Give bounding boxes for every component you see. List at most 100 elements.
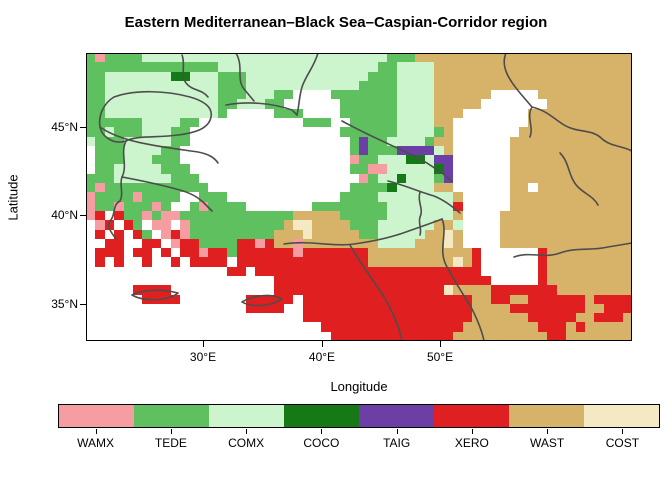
raster-cell (613, 62, 623, 72)
raster-cell (443, 285, 454, 295)
raster-cell (255, 220, 265, 230)
raster-cell (104, 275, 115, 286)
raster-cell (330, 201, 341, 211)
raster-cell (471, 266, 482, 276)
raster-cell (509, 99, 520, 109)
raster-cell (462, 118, 472, 128)
raster-cell (142, 303, 152, 314)
raster-cell (123, 248, 134, 258)
raster-cell (274, 331, 284, 341)
raster-cell (264, 99, 275, 109)
raster-cell (500, 210, 510, 221)
raster-cell (566, 201, 576, 211)
raster-cell (236, 238, 247, 249)
raster-cell (622, 127, 632, 137)
raster-cell (114, 145, 124, 156)
raster-cell (198, 266, 209, 276)
raster-cell (302, 173, 312, 184)
raster-cell (434, 71, 444, 81)
raster-cell (330, 275, 341, 286)
raster-cell (415, 71, 425, 81)
raster-cell (566, 118, 576, 128)
raster-cell (170, 90, 181, 100)
raster-cell (584, 118, 595, 128)
legend-label-coco: COCO (303, 436, 340, 450)
raster-cell (368, 220, 378, 230)
raster-cell (302, 145, 312, 156)
raster-cell (180, 257, 190, 267)
raster-cell (594, 53, 604, 63)
raster-cell (255, 238, 265, 249)
raster-cell (519, 90, 529, 100)
raster-cell (528, 173, 538, 184)
raster-cell (330, 127, 341, 137)
raster-cell (208, 331, 218, 341)
raster-cell (246, 62, 256, 72)
raster-cell (509, 275, 520, 286)
raster-cell (396, 248, 407, 258)
raster-cell (387, 155, 397, 165)
raster-cell (151, 238, 162, 249)
raster-cell (584, 183, 595, 193)
raster-cell (189, 155, 199, 165)
raster-cell (161, 53, 171, 63)
raster-cell (246, 136, 256, 146)
raster-cell (396, 294, 407, 304)
raster-cell (274, 145, 284, 156)
raster-cell (283, 108, 294, 119)
raster-cell (575, 127, 585, 137)
raster-cell (321, 62, 331, 72)
raster-cell (142, 201, 152, 211)
raster-cell (490, 285, 501, 295)
raster-cell (189, 331, 199, 341)
raster-cell (180, 313, 190, 323)
raster-cell (453, 303, 463, 314)
raster-cell (575, 294, 585, 304)
raster-cell (603, 62, 614, 72)
raster-cell (490, 220, 501, 230)
raster-cell (424, 322, 435, 332)
raster-cell (246, 275, 256, 286)
raster-cell (500, 127, 510, 137)
raster-cell (180, 183, 190, 193)
raster-cell (566, 164, 576, 174)
raster-cell (123, 266, 134, 276)
raster-cell (123, 53, 134, 63)
raster-cell (246, 90, 256, 100)
raster-cell (114, 164, 124, 174)
raster-cell (453, 238, 463, 249)
raster-cell (86, 53, 96, 63)
raster-cell (114, 257, 124, 267)
raster-cell (556, 145, 567, 156)
raster-cell (302, 118, 312, 128)
raster-cell (575, 331, 585, 341)
raster-cell (349, 90, 359, 100)
raster-cell (274, 127, 284, 137)
raster-cell (594, 275, 604, 286)
raster-cell (575, 220, 585, 230)
raster-cell (340, 145, 350, 156)
raster-cell (151, 118, 162, 128)
raster-cell (509, 210, 520, 221)
raster-cell (311, 313, 322, 323)
raster-cell (95, 192, 105, 202)
raster-cell (142, 313, 152, 323)
raster-cell (142, 220, 152, 230)
raster-cell (500, 80, 510, 91)
raster-cell (471, 99, 482, 109)
raster-cell (161, 266, 171, 276)
raster-cell (528, 99, 538, 109)
raster-cell (180, 127, 190, 137)
raster-cell (396, 118, 407, 128)
raster-cell (104, 201, 115, 211)
raster-cell (142, 71, 152, 81)
raster-cell (255, 313, 265, 323)
raster-cell (509, 201, 520, 211)
raster-cell (133, 220, 143, 230)
raster-cell (462, 266, 472, 276)
raster-cell (264, 257, 275, 267)
raster-cell (208, 257, 218, 267)
raster-cell (537, 62, 548, 72)
raster-cell (293, 155, 303, 165)
raster-cell (368, 322, 378, 332)
